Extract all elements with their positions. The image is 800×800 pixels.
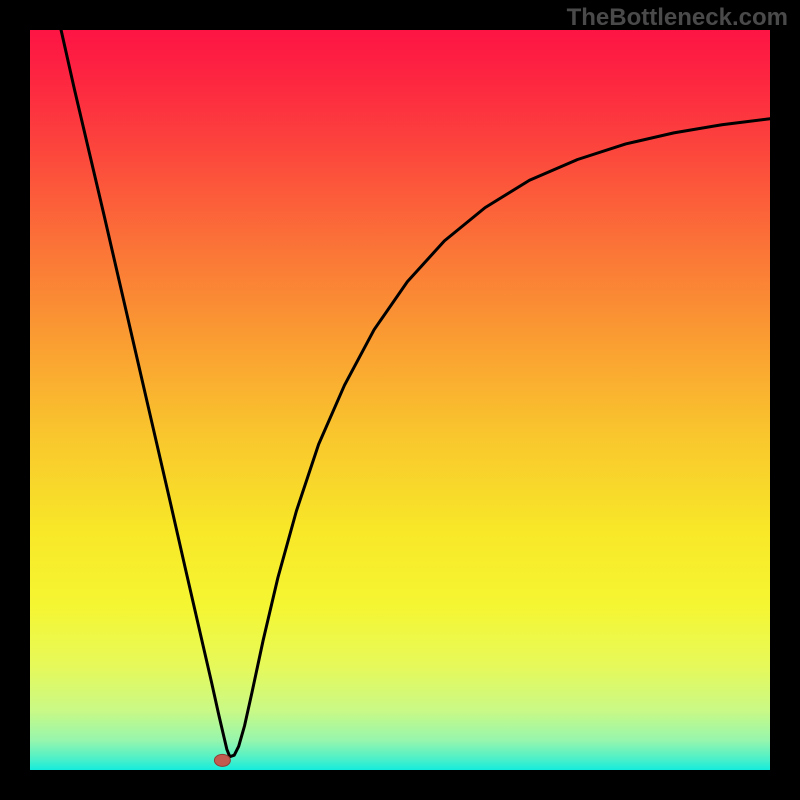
- minimum-marker: [214, 754, 230, 766]
- plot-area: [30, 30, 770, 770]
- watermark-text: TheBottleneck.com: [567, 4, 788, 32]
- bottleneck-chart: [0, 0, 800, 800]
